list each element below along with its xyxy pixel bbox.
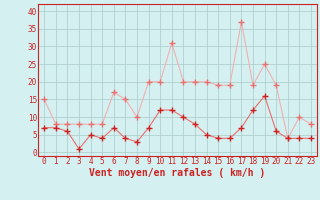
X-axis label: Vent moyen/en rafales ( km/h ): Vent moyen/en rafales ( km/h )	[90, 168, 266, 178]
